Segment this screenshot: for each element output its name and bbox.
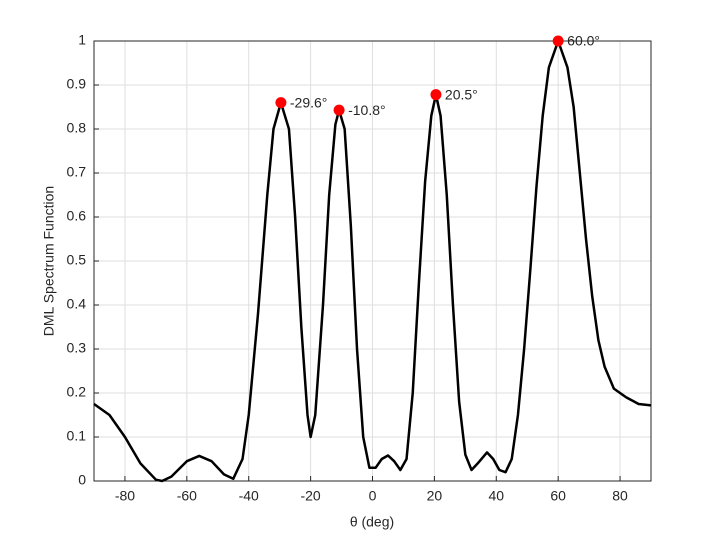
- y-tick-label: 0.5: [67, 252, 87, 268]
- y-tick-label: 0.4: [67, 296, 87, 312]
- peak-marker: [333, 104, 345, 116]
- axes-box: [93, 40, 652, 482]
- x-tick-label: 0: [369, 488, 377, 504]
- y-tick-label: 0.1: [67, 428, 87, 444]
- x-tick-label: 20: [427, 488, 443, 504]
- y-tick-label: 0.2: [67, 384, 87, 400]
- x-tick-label: -20: [300, 488, 320, 504]
- peak-label: -10.8°: [348, 102, 386, 118]
- x-tick-label: -80: [115, 488, 135, 504]
- x-tick-label: 60: [550, 488, 566, 504]
- peak-marker: [430, 89, 442, 101]
- peak-label: 60.0°: [567, 33, 600, 49]
- y-axis-label: DML Spectrum Function: [41, 186, 57, 336]
- y-tick-label: 0: [78, 472, 86, 488]
- peak-label: 20.5°: [445, 86, 478, 102]
- peak-marker: [552, 35, 564, 47]
- peak-marker: [275, 97, 287, 109]
- x-axis-label: θ (deg): [350, 514, 394, 530]
- x-tick-label: -60: [177, 488, 197, 504]
- y-tick-label: 1: [78, 32, 86, 48]
- y-tick-label: 0.3: [67, 340, 87, 356]
- y-tick-label: 0.6: [67, 208, 87, 224]
- x-tick-label: 40: [488, 488, 504, 504]
- y-tick-label: 0.7: [67, 164, 87, 180]
- x-tick-label: 80: [612, 488, 628, 504]
- peak-label: -29.6°: [290, 94, 328, 110]
- y-tick-label: 0.9: [67, 76, 87, 92]
- spectrum-line: [93, 39, 652, 483]
- x-tick-label: -40: [239, 488, 259, 504]
- y-tick-label: 0.8: [67, 120, 87, 136]
